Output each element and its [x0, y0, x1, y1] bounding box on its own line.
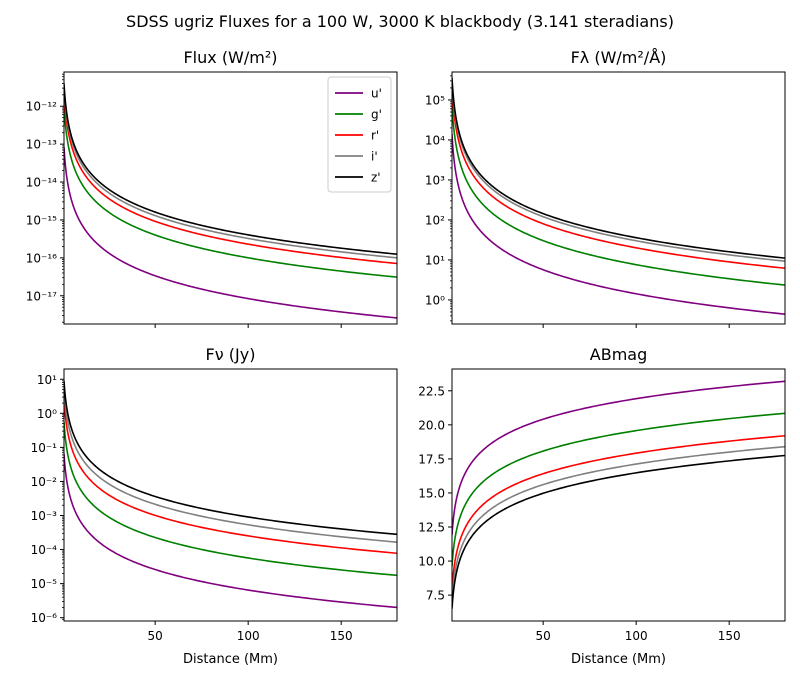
legend-label: g': [371, 108, 382, 122]
series-line-u: [64, 146, 397, 319]
y-tick-label: 10⁵: [425, 93, 445, 107]
series-line-z: [64, 380, 397, 536]
series-line-g: [452, 412, 785, 567]
legend-label: r': [371, 129, 379, 143]
series-line-g: [64, 421, 397, 577]
figure-title: SDSS ugriz Fluxes for a 100 W, 3000 K bl…: [126, 12, 674, 31]
plot-area: [64, 83, 397, 319]
x-tick-label: 100: [237, 629, 260, 643]
x-tick-label: 150: [330, 629, 353, 643]
series-line-u: [64, 453, 397, 609]
series-line-r: [452, 87, 785, 270]
x-tick-label: 150: [718, 629, 741, 643]
y-tick-label: 10⁻³: [31, 509, 58, 523]
x-tick-label: 50: [148, 629, 163, 643]
series-line-i: [64, 388, 397, 543]
legend: u' g' r' i' z': [327, 76, 392, 193]
subplot-flam: Fλ (W/m²/Å) 10⁰ 10¹ 10² 10³ 10⁴ 10⁵: [425, 48, 786, 328]
y-tick-label: 17.5: [418, 452, 445, 466]
series-line-z: [452, 454, 785, 609]
series-line-g: [452, 104, 785, 286]
legend-label: z': [371, 171, 381, 185]
subplot-abmag: ABmag 50 100 150 Distance (Mm) 7.5 10.0 12.5 15.…: [418, 345, 786, 667]
axes-frame: [451, 368, 786, 622]
y-tick-label: 10⁻¹⁵: [26, 213, 57, 227]
y-tick-label: 7.5: [426, 589, 445, 603]
y-tick-label: 10⁻¹²: [26, 100, 57, 114]
y-tick-label: 10⁻¹: [31, 441, 58, 455]
y-tick-label: 20.0: [418, 418, 445, 432]
legend-label: u': [371, 87, 382, 101]
y-tick-label: 10¹: [37, 373, 57, 387]
y-tick-label: 10¹: [425, 253, 445, 267]
series-line-r: [64, 92, 397, 265]
series-line-z: [452, 77, 785, 259]
plot-area: [452, 77, 785, 315]
legend-label: i': [371, 150, 378, 164]
subplot-title: ABmag: [590, 345, 647, 364]
y-tick-label: 10⁻⁴: [31, 543, 58, 557]
y-tick-label: 12.5: [418, 521, 445, 535]
x-tick-label: 100: [625, 629, 648, 643]
y-tick-label: 10⁻⁵: [31, 577, 58, 591]
x-axis-label: Distance (Mm): [183, 652, 278, 667]
y-tick-label: 10³: [425, 173, 445, 187]
plot-area: [64, 380, 397, 609]
series-line-i: [452, 445, 785, 601]
y-tick-label: 10.0: [418, 555, 445, 569]
axes-frame: [63, 71, 398, 325]
plot-area: [452, 380, 785, 609]
y-tick-label: 10⁰: [37, 407, 57, 421]
y-tick-label: 10²: [425, 213, 445, 227]
series-line-r: [64, 399, 397, 555]
series-line-u: [452, 380, 785, 536]
series-line-r: [452, 434, 785, 590]
y-tick-label: 10⁻¹⁶: [26, 251, 57, 265]
axes-frame: [63, 368, 398, 622]
x-tick-label: 50: [536, 629, 551, 643]
series-line-u: [452, 134, 785, 315]
subplots: Flux (W/m²) 10⁻¹⁷ 10⁻¹⁶ 10⁻¹⁵ 10⁻¹⁴ 10⁻¹³ 10⁻¹…: [26, 48, 786, 667]
y-tick-label: 10⁻²: [31, 475, 58, 489]
y-tick-label: 10⁴: [425, 133, 445, 147]
subplot-title: Flux (W/m²): [183, 48, 277, 67]
subplot-title: Fλ (W/m²/Å): [571, 48, 667, 67]
axes-frame: [451, 71, 786, 325]
y-tick-label: 10⁻⁶: [31, 611, 58, 625]
subplot-title: Fν (Jy): [206, 345, 256, 364]
series-line-g: [64, 106, 397, 278]
y-tick-label: 10⁻¹³: [26, 138, 57, 152]
y-tick-label: 10⁻¹⁴: [26, 176, 57, 190]
subplot-flux: Flux (W/m²) 10⁻¹⁷ 10⁻¹⁶ 10⁻¹⁵ 10⁻¹⁴ 10⁻¹³ 10⁻¹…: [26, 48, 398, 328]
subplot-fnu: Fν (Jy) 50 100 150 Distance (Mm) 10⁻⁶ 10⁻⁵ 10⁻⁴…: [31, 345, 398, 667]
y-tick-label: 15.0: [418, 486, 445, 500]
series-line-z: [64, 83, 397, 255]
x-axis-label: Distance (Mm): [571, 652, 666, 667]
y-tick-label: 10⁻¹⁷: [26, 289, 57, 303]
y-tick-label: 10⁰: [425, 293, 445, 307]
y-tick-label: 22.5: [418, 384, 445, 398]
